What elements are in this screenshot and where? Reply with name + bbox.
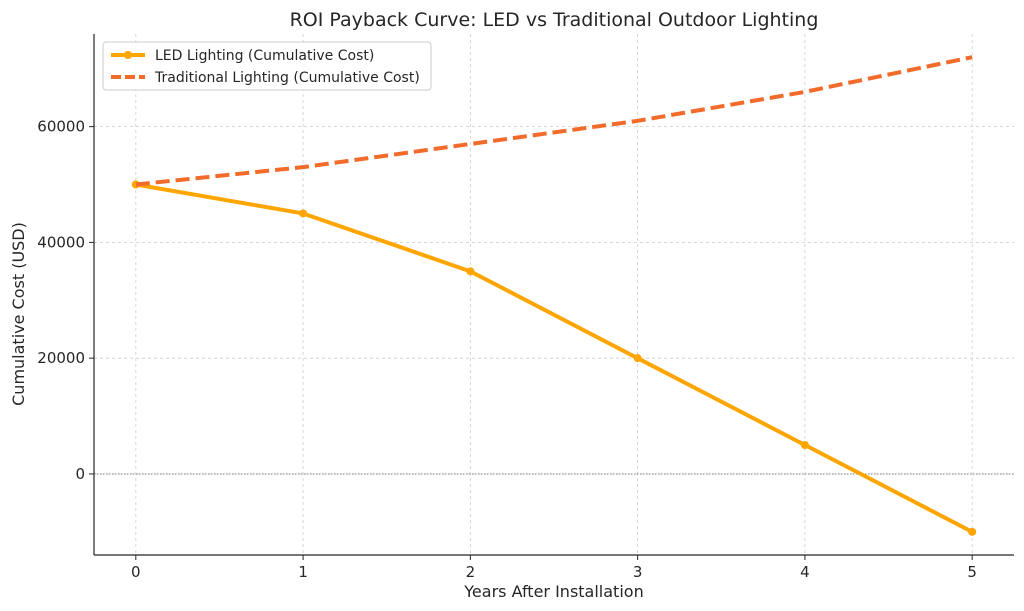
legend-box bbox=[102, 41, 432, 91]
data-point bbox=[968, 527, 977, 536]
x-axis-label: Years After Installation bbox=[463, 582, 643, 601]
y-tick-label: 20000 bbox=[37, 349, 85, 367]
y-tick-label: 60000 bbox=[37, 118, 85, 136]
x-tick-label: 1 bbox=[298, 563, 308, 581]
data-point bbox=[466, 267, 475, 276]
x-tick-label: 2 bbox=[466, 563, 476, 581]
legend: LED Lighting (Cumulative Cost) Traditiona… bbox=[102, 41, 432, 91]
series-line-1 bbox=[135, 55, 973, 187]
series-layer bbox=[131, 55, 977, 536]
chart-title: ROI Payback Curve: LED vs Traditional Ou… bbox=[290, 9, 819, 31]
tick-labels: 0 1 2 3 4 5 0 20000 40000 60000 bbox=[37, 118, 977, 581]
series-line-0 bbox=[133, 182, 975, 534]
data-point bbox=[633, 354, 642, 363]
legend-marker bbox=[124, 51, 132, 59]
y-tick-label: 0 bbox=[75, 465, 85, 483]
legend-label: Traditional Lighting (Cumulative Cost) bbox=[154, 70, 420, 86]
legend-label: LED Lighting (Cumulative Cost) bbox=[155, 48, 374, 64]
data-point bbox=[800, 441, 809, 450]
axes bbox=[89, 34, 1014, 560]
y-tick-label: 40000 bbox=[37, 233, 85, 251]
x-tick-label: 0 bbox=[131, 563, 141, 581]
x-tick-label: 5 bbox=[967, 563, 977, 581]
y-axis-label: Cumulative Cost (USD) bbox=[9, 222, 28, 406]
x-tick-label: 3 bbox=[633, 563, 643, 581]
data-point bbox=[299, 209, 308, 218]
x-tick-label: 4 bbox=[800, 563, 810, 581]
